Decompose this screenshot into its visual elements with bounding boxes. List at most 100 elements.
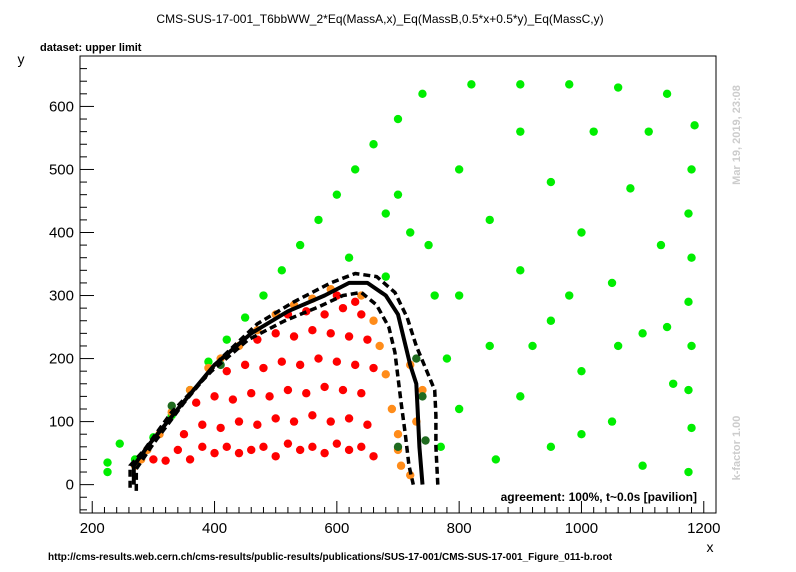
data-point: [690, 121, 699, 130]
data-point: [516, 392, 525, 401]
x-tick-label: 200: [80, 520, 105, 537]
data-point: [375, 341, 384, 351]
data-point: [381, 272, 390, 281]
y-axis-label: y: [18, 51, 25, 67]
data-point: [198, 442, 207, 452]
data-point: [607, 278, 617, 288]
data-point: [546, 177, 556, 187]
data-point: [283, 439, 293, 448]
contour-line-dashed: [128, 290, 416, 488]
data-point: [393, 442, 403, 452]
x-tick-label: 1000: [565, 520, 598, 537]
data-point: [338, 303, 348, 313]
data-point: [626, 184, 635, 193]
data-point: [271, 414, 280, 423]
data-point: [222, 335, 231, 344]
data-point: [369, 316, 378, 325]
data-point: [338, 385, 348, 395]
data-point: [357, 389, 366, 398]
data-point: [491, 455, 501, 464]
data-point: [204, 357, 213, 366]
data-point: [259, 442, 268, 452]
data-point: [369, 140, 378, 149]
data-point: [565, 80, 574, 89]
data-point: [357, 310, 366, 319]
data-point: [430, 291, 439, 300]
data-point: [485, 341, 494, 351]
data-point: [607, 417, 617, 426]
data-point: [528, 341, 537, 351]
data-point: [228, 395, 238, 404]
data-point: [295, 445, 305, 455]
data-point: [577, 366, 586, 376]
data-point: [185, 455, 195, 464]
y-tick-label: 300: [49, 288, 74, 305]
data-point: [516, 80, 525, 89]
data-point: [396, 461, 406, 470]
data-point: [247, 389, 256, 398]
data-point: [103, 467, 112, 477]
y-tick-label: 600: [49, 98, 74, 115]
data-point: [302, 389, 311, 398]
data-point: [350, 297, 360, 307]
data-point: [387, 404, 397, 414]
data-point: [546, 442, 556, 452]
data-point: [179, 430, 189, 439]
data-point: [277, 266, 287, 275]
data-point: [320, 448, 329, 458]
data-point: [247, 445, 256, 455]
data-point: [161, 456, 170, 465]
data-point: [687, 341, 696, 351]
data-point: [418, 392, 427, 401]
data-point: [173, 445, 183, 455]
data-point: [485, 215, 494, 225]
data-point: [344, 253, 354, 262]
source-url: http://cms-results.web.cern.ch/cms-resul…: [48, 552, 613, 563]
data-point: [350, 165, 360, 174]
data-points: [103, 80, 699, 480]
data-point: [326, 329, 335, 338]
kfactor-label: k-factor 1.00: [731, 416, 743, 481]
data-point: [222, 366, 231, 376]
data-point: [363, 420, 372, 429]
data-point: [344, 332, 354, 341]
data-point: [516, 266, 525, 275]
data-point: [684, 297, 693, 307]
data-point: [662, 322, 672, 332]
data-point: [289, 417, 299, 426]
data-point: [115, 439, 124, 448]
data-point: [546, 316, 556, 325]
data-point: [613, 341, 623, 351]
x-axis-label: x: [707, 539, 714, 555]
x-tick-label: 600: [324, 520, 349, 537]
x-tick-label: 400: [202, 520, 227, 537]
data-point: [308, 411, 317, 420]
data-point: [565, 291, 574, 300]
y-tick-label: 0: [66, 477, 74, 494]
data-point: [240, 360, 250, 370]
data-point: [656, 240, 666, 250]
data-point: [668, 379, 678, 388]
data-point: [684, 209, 693, 218]
data-point: [210, 392, 219, 401]
data-point: [308, 326, 317, 335]
data-point: [191, 398, 201, 407]
data-point: [684, 467, 693, 477]
contour-line: [131, 280, 425, 485]
data-point: [222, 442, 231, 452]
data-point: [259, 363, 268, 373]
data-point: [442, 354, 452, 363]
contour-line-dashed: [134, 271, 440, 491]
data-point: [687, 253, 696, 262]
x-tick-label: 800: [447, 520, 472, 537]
contour-lines: [128, 271, 440, 491]
data-point: [454, 404, 464, 414]
data-point: [344, 445, 354, 455]
data-point: [289, 332, 299, 341]
data-point: [295, 240, 305, 250]
data-point: [259, 291, 268, 300]
data-point: [344, 414, 354, 423]
data-point: [326, 417, 335, 426]
data-point: [418, 385, 427, 395]
